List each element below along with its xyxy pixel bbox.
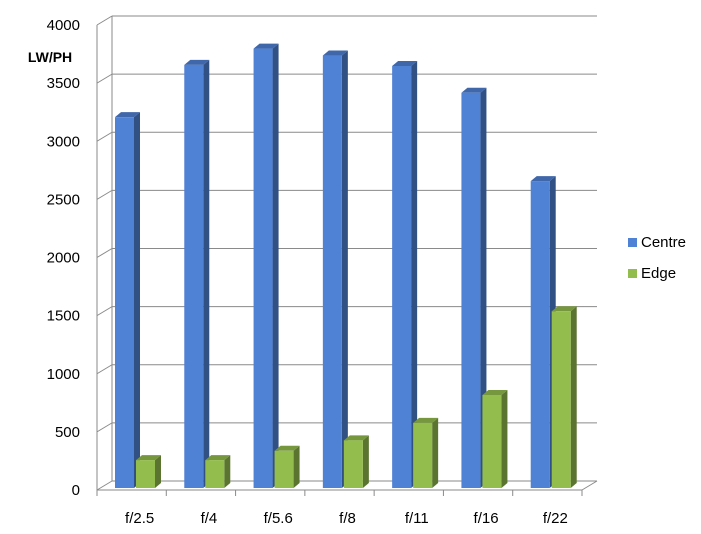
x-tick-label: f/16 (474, 510, 499, 527)
bar-side (293, 445, 300, 488)
y-axis-label: LW/PH (28, 49, 72, 65)
bar-front (551, 311, 571, 488)
y-tick-label: 500 (55, 424, 80, 441)
bar-top (343, 435, 369, 441)
bar-front (392, 66, 412, 488)
bar-side (570, 306, 577, 488)
bar-front (274, 450, 294, 488)
bar-side (341, 50, 348, 489)
bar-front (461, 92, 481, 488)
bar-front (322, 55, 342, 489)
bar-edge-f/2.5 (136, 455, 161, 488)
bar-front (136, 460, 155, 488)
bar-side (203, 59, 210, 488)
bar-centre-f/16 (461, 87, 487, 488)
bar-side (501, 390, 508, 488)
bar-top (184, 59, 210, 65)
legend-item-centre: Centre (628, 234, 686, 251)
gridline-side (96, 306, 113, 317)
bar-side (224, 455, 231, 488)
bar-front (184, 64, 204, 488)
bar-top (461, 87, 487, 93)
bar-front (343, 440, 363, 488)
bar-edge-f/11 (413, 417, 439, 488)
x-tick-label: f/2.5 (125, 510, 154, 527)
bar-top (482, 390, 508, 395)
bar-centre-f/4 (184, 59, 210, 488)
legend: Centre Edge (628, 234, 686, 282)
floor-right-edge (581, 480, 598, 491)
bars-layer (115, 43, 577, 489)
y-tick-label: 2500 (47, 191, 80, 208)
y-tick-label: 0 (72, 482, 80, 499)
y-tick-label: 3500 (47, 75, 80, 92)
y-tick-label: 3000 (47, 133, 80, 150)
y-tick-label: 1000 (47, 366, 80, 383)
y-tick-label: 2000 (47, 250, 80, 267)
legend-item-edge: Edge (628, 265, 676, 282)
y-tick-label: 4000 (47, 17, 80, 34)
bar-edge-f/8 (343, 435, 369, 488)
bar-edge-f/4 (205, 455, 231, 488)
y-tick-label: 1500 (47, 308, 80, 325)
gridline-side (96, 189, 113, 200)
bar-top (115, 112, 140, 118)
axis-layer: 0 500 1000 1500 2000 2500 3000 3500 4000 f/2.5 f/4… (47, 17, 583, 527)
x-tick-label: f/8 (339, 510, 356, 527)
gridline-side (96, 364, 113, 375)
gridline-side (96, 15, 113, 26)
x-tick-label: f/22 (543, 510, 568, 527)
bar-centre-f/8 (322, 50, 348, 489)
x-tick-label: f/5.6 (264, 510, 293, 527)
bar-front (253, 48, 273, 488)
bar-edge-f/22 (551, 306, 577, 488)
bar-side (411, 61, 418, 488)
gridline-side (96, 73, 113, 84)
bar-centre-f/11 (392, 61, 418, 488)
bar-edge-f/16 (482, 390, 508, 488)
bar-side (432, 417, 439, 488)
bar-centre-f/5.6 (253, 43, 279, 488)
bar-side (272, 43, 279, 488)
bar-top (551, 306, 577, 312)
bar-top (413, 417, 439, 423)
legend-label: Centre (641, 234, 686, 251)
gridline-side (96, 422, 113, 433)
bar-top (274, 445, 300, 451)
bar-front (530, 181, 550, 488)
bar-front (115, 117, 134, 488)
bar-top (136, 455, 161, 461)
bar-top (322, 50, 348, 56)
bar-front (413, 422, 433, 488)
bar-top (253, 43, 279, 49)
bar-side (134, 112, 140, 488)
bar-top (392, 61, 418, 67)
bar-side (362, 435, 369, 488)
bar-side (155, 455, 161, 488)
bar-front (482, 395, 502, 488)
bar-top (205, 455, 231, 461)
bar-edge-f/5.6 (274, 445, 300, 488)
x-tick-label: f/11 (405, 510, 429, 527)
x-tick-label: f/4 (201, 510, 218, 527)
bar-side (480, 87, 487, 488)
bar-top (530, 176, 556, 182)
bar-front (205, 460, 225, 488)
gridline-side (96, 248, 113, 258)
legend-label: Edge (641, 265, 676, 282)
floor-left-edge (96, 480, 113, 491)
gridline-side (96, 131, 113, 142)
legend-swatch (628, 238, 637, 247)
bar-centre-f/2.5 (115, 112, 140, 488)
legend-swatch (628, 269, 637, 278)
